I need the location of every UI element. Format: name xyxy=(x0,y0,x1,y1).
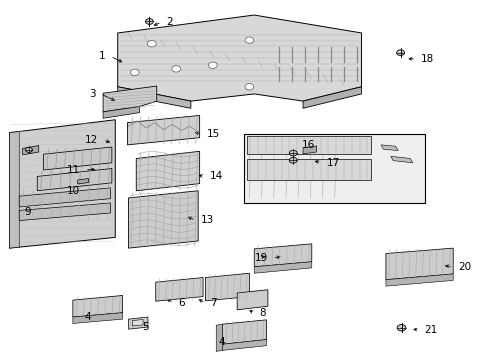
Polygon shape xyxy=(19,188,110,207)
Polygon shape xyxy=(222,339,266,350)
Text: 14: 14 xyxy=(209,171,222,181)
Text: 13: 13 xyxy=(200,215,213,225)
Polygon shape xyxy=(246,136,370,154)
Text: 3: 3 xyxy=(89,89,96,99)
Polygon shape xyxy=(385,248,452,280)
Polygon shape xyxy=(73,313,122,323)
Circle shape xyxy=(130,69,139,76)
Circle shape xyxy=(289,157,297,163)
Polygon shape xyxy=(128,191,198,248)
Polygon shape xyxy=(132,319,143,326)
Polygon shape xyxy=(37,168,112,191)
Text: 7: 7 xyxy=(210,298,217,308)
Text: 8: 8 xyxy=(259,309,265,318)
Polygon shape xyxy=(118,15,361,101)
Circle shape xyxy=(25,147,32,152)
Polygon shape xyxy=(390,156,412,163)
Polygon shape xyxy=(118,87,190,108)
Polygon shape xyxy=(243,134,424,203)
Polygon shape xyxy=(22,145,39,155)
Circle shape xyxy=(244,84,253,90)
Text: 5: 5 xyxy=(142,322,148,332)
Polygon shape xyxy=(380,145,397,150)
Polygon shape xyxy=(103,107,140,118)
Circle shape xyxy=(208,62,217,68)
Text: 6: 6 xyxy=(178,298,185,308)
Polygon shape xyxy=(385,274,452,286)
Polygon shape xyxy=(78,179,88,184)
Text: 4: 4 xyxy=(84,312,91,322)
Text: 17: 17 xyxy=(326,158,339,168)
Polygon shape xyxy=(254,244,311,267)
Polygon shape xyxy=(303,146,316,154)
Text: 20: 20 xyxy=(457,262,470,272)
Text: 2: 2 xyxy=(166,17,173,27)
Circle shape xyxy=(396,324,405,331)
Polygon shape xyxy=(303,87,361,108)
Polygon shape xyxy=(237,290,267,310)
Circle shape xyxy=(145,19,153,24)
Polygon shape xyxy=(9,132,19,248)
Text: 19: 19 xyxy=(254,253,267,263)
Polygon shape xyxy=(254,262,311,273)
Polygon shape xyxy=(73,296,122,317)
Circle shape xyxy=(289,150,297,156)
Circle shape xyxy=(171,66,180,72)
Polygon shape xyxy=(156,278,203,301)
Polygon shape xyxy=(246,159,370,180)
Text: 10: 10 xyxy=(67,186,80,197)
Polygon shape xyxy=(222,320,266,344)
Circle shape xyxy=(396,50,404,55)
Polygon shape xyxy=(103,86,157,112)
Circle shape xyxy=(147,41,156,47)
Text: 1: 1 xyxy=(99,51,105,61)
Polygon shape xyxy=(128,317,148,329)
Text: 11: 11 xyxy=(67,165,80,175)
Polygon shape xyxy=(9,120,115,248)
Polygon shape xyxy=(205,273,249,301)
Polygon shape xyxy=(19,203,110,221)
Text: 16: 16 xyxy=(302,140,315,150)
Text: 4: 4 xyxy=(218,337,224,347)
Polygon shape xyxy=(43,147,112,170)
Text: 15: 15 xyxy=(206,129,219,139)
Text: 18: 18 xyxy=(420,54,433,64)
Polygon shape xyxy=(136,151,199,191)
Circle shape xyxy=(244,37,253,43)
Polygon shape xyxy=(127,116,199,145)
Polygon shape xyxy=(216,324,222,351)
Text: 21: 21 xyxy=(423,325,436,335)
Text: 9: 9 xyxy=(24,207,31,217)
Text: 12: 12 xyxy=(85,135,98,145)
